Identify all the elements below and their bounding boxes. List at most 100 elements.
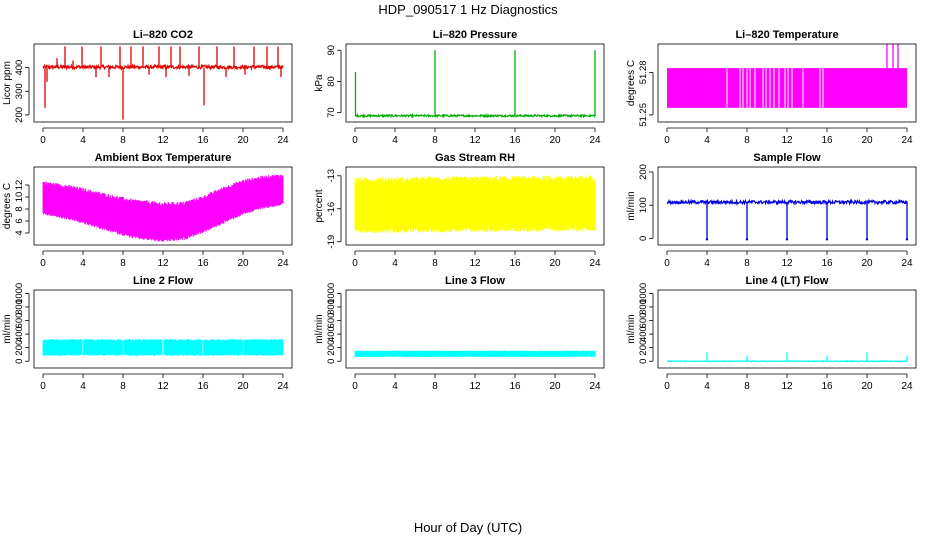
x-tick-label: 8 [432,381,438,392]
x-tick-label: 0 [352,135,358,146]
series [354,50,596,119]
y-tick-label: 0 [14,359,25,364]
x-tick-label: 12 [781,258,793,269]
y-tick-label: 400 [14,326,25,342]
panel-8: Line 4 (LT) Flow ml/min 0 4 8 12 16 20 24 0 200400… [626,275,917,392]
y-tick-label: 400 [14,60,25,76]
y-tick-label: 51.25 [638,103,649,127]
data-dip-point [785,238,789,241]
data-line [354,112,596,119]
panel-ylabel: degrees C [626,60,637,106]
x-tick-label: 16 [197,258,209,269]
y-tick-label: 12 [14,180,25,191]
x-tick-label: 20 [549,135,561,146]
x-tick-label: 8 [120,135,126,146]
panel-7: Line 3 Flow ml/min 0 4 8 12 16 20 24 0 20040060080… [314,275,605,392]
x-tick-label: 12 [157,381,169,392]
x-tick-label: 24 [277,381,289,392]
x-tick-label: 0 [664,135,670,146]
y-tick-label: 800 [326,299,337,315]
x-tick-label: 8 [432,258,438,269]
figure-xlabel: Hour of Day (UTC) [414,520,522,535]
x-tick-label: 4 [80,258,86,269]
x-tick-label: 24 [277,258,289,269]
panel-frame [345,289,605,369]
panel-ylabel: ml/min [626,314,637,343]
y-tick-label: -19 [326,235,337,249]
x-tick-label: 16 [509,135,521,146]
panel-ylabel: Licor ppm [2,61,13,105]
x-tick-label: 24 [901,258,913,269]
y-tick-label: 100 [638,197,649,213]
figure-title: HDP_090517 1 Hz Diagnostics [378,2,558,17]
x-tick-label: 8 [744,135,750,146]
series [42,46,284,120]
panel-2: Li–820 Temperature degrees C 0 4 8 12 16 20 24 51… [626,29,917,146]
data-band [354,175,596,234]
panel-title: Li–820 Temperature [735,29,838,41]
y-tick-label: 90 [326,45,337,56]
y-tick-label: 600 [14,313,25,329]
x-tick-label: 0 [40,135,46,146]
data-dip-point [825,238,829,241]
x-tick-label: 8 [744,381,750,392]
x-tick-label: 20 [549,258,561,269]
panel-frame [345,166,605,246]
y-tick-label: 0 [326,359,337,364]
y-tick-label: 600 [326,313,337,329]
x-axis: 0 4 8 12 16 20 24 [352,127,601,146]
panel-title: Gas Stream RH [435,152,515,164]
x-tick-label: 8 [120,258,126,269]
x-tick-label: 12 [781,381,793,392]
y-axis: 70 80 90 [326,45,342,118]
y-tick-label: 200 [638,164,649,180]
x-tick-label: 16 [821,258,833,269]
y-tick-label: -13 [326,169,337,183]
x-tick-label: 0 [352,258,358,269]
series [667,44,907,108]
data-band [667,68,907,108]
x-tick-label: 20 [861,381,873,392]
x-tick-label: 8 [432,135,438,146]
x-tick-label: 20 [237,135,249,146]
y-axis: -19 -16 -13 [326,169,342,249]
y-axis: 51.25 51.28 [638,60,654,127]
panel-frame [345,43,605,123]
x-tick-label: 16 [821,381,833,392]
series [666,198,909,241]
x-tick-label: 4 [80,381,86,392]
x-tick-label: 4 [704,135,710,146]
x-axis: 0 4 8 12 16 20 24 [664,250,913,269]
x-tick-label: 0 [40,381,46,392]
x-tick-label: 20 [237,258,249,269]
x-tick-label: 24 [277,135,289,146]
y-axis: 200 300 400 [14,60,30,123]
x-tick-label: 4 [392,258,398,269]
y-tick-label: 0 [638,359,649,364]
x-tick-label: 20 [861,258,873,269]
panel-ylabel: percent [314,189,325,223]
series [42,339,284,356]
x-tick-label: 16 [197,135,209,146]
data-band [354,350,596,357]
panel-title: Li–820 Pressure [433,29,517,41]
x-tick-label: 20 [237,381,249,392]
x-tick-label: 24 [589,258,601,269]
x-tick-label: 16 [509,381,521,392]
y-tick-label: 70 [326,107,337,118]
y-tick-label: 10 [14,192,25,203]
x-axis: 0 4 8 12 16 20 24 [352,373,601,392]
y-tick-label: 300 [14,83,25,99]
x-tick-label: 12 [781,135,793,146]
x-axis: 0 4 8 12 16 20 24 [40,250,289,269]
x-tick-label: 4 [392,135,398,146]
y-tick-label: 1000 [14,283,25,304]
data-dip-point [905,238,909,241]
y-tick-label: 1000 [326,283,337,304]
y-tick-label: 200 [14,340,25,356]
y-tick-label: 400 [326,326,337,342]
panel-frame [657,289,917,369]
